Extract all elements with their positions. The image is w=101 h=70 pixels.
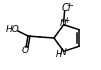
Text: −: − bbox=[66, 1, 74, 11]
Text: N: N bbox=[60, 48, 67, 57]
Text: +: + bbox=[64, 16, 70, 25]
Text: H: H bbox=[56, 50, 62, 59]
Text: N: N bbox=[59, 19, 66, 28]
Text: O: O bbox=[22, 46, 29, 55]
Text: HO: HO bbox=[6, 25, 20, 34]
Text: Cl: Cl bbox=[62, 3, 72, 13]
